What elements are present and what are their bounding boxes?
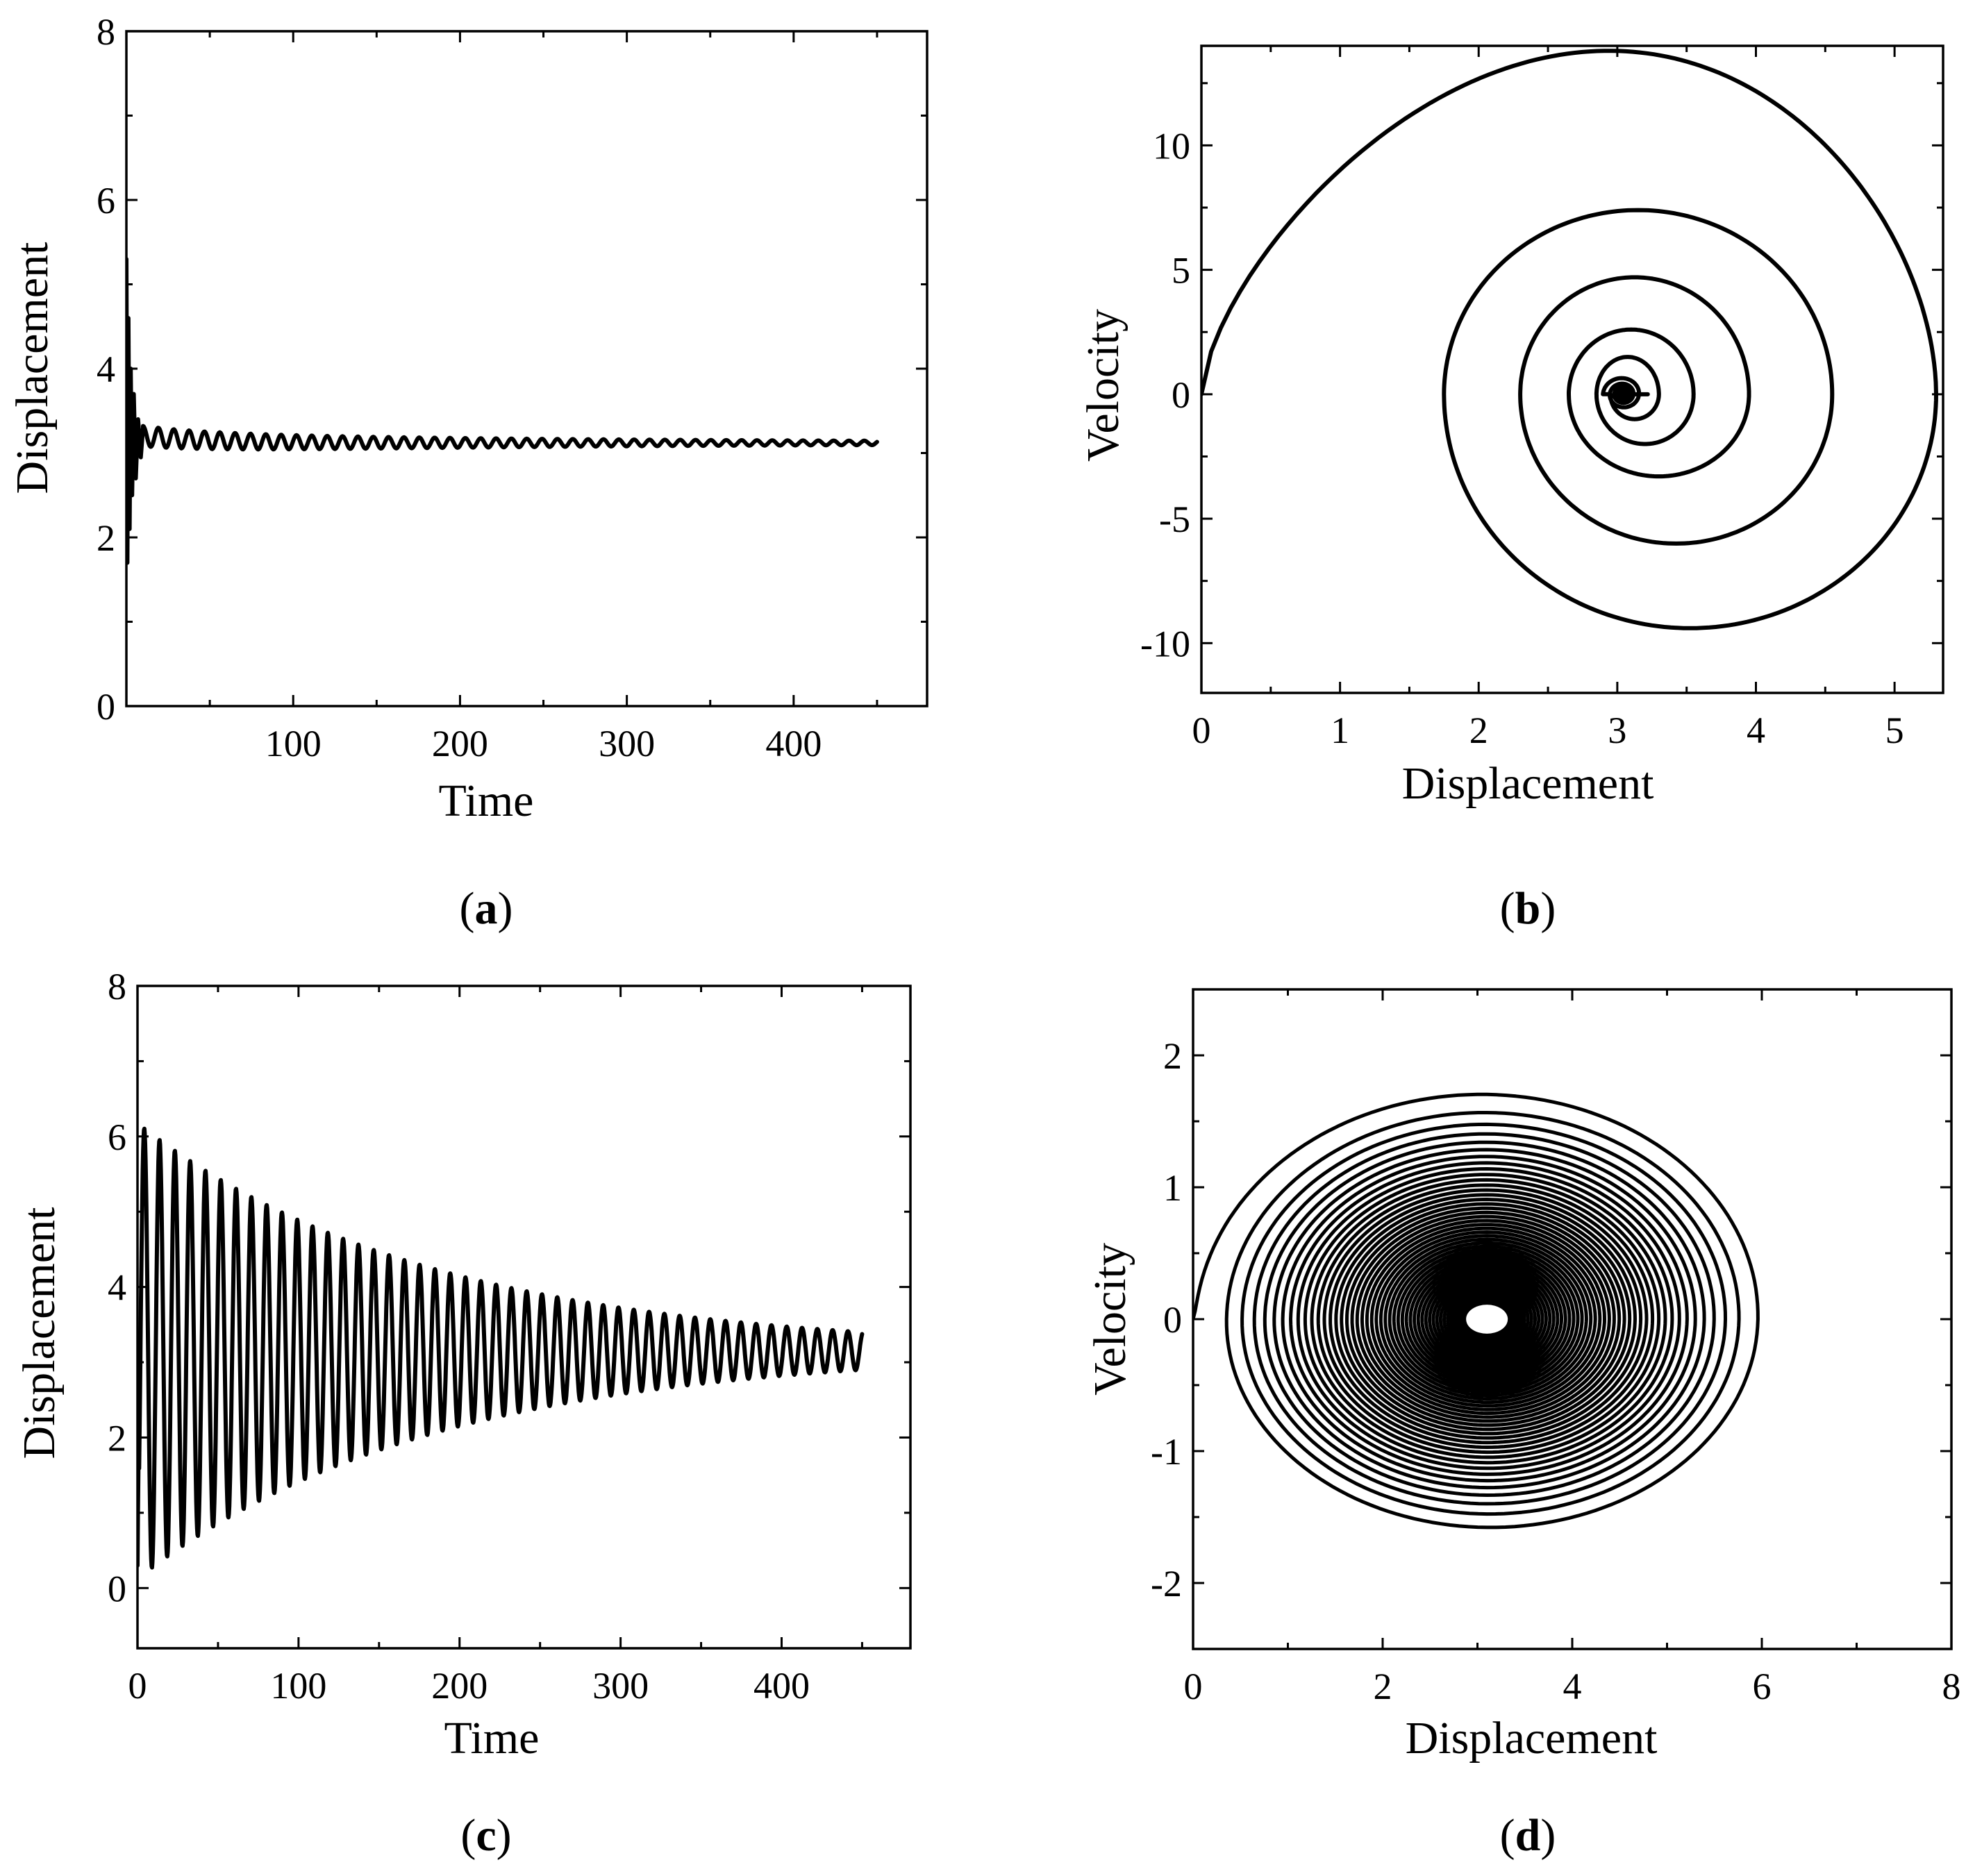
- panel-d-ylabel: Velocity: [1085, 1243, 1135, 1396]
- x-tick-label: 0: [1184, 1666, 1203, 1707]
- panel-b-xlabel: Displacement: [1402, 758, 1654, 809]
- panel-b: (b) Displacement Velocity 0 1 2 3 4 5 -10 -5 0 5 1…: [1078, 44, 1944, 934]
- y-tick-label: 5: [1172, 250, 1190, 292]
- panel-b-label: (b): [1500, 883, 1556, 934]
- y-tick-label: 8: [97, 11, 115, 53]
- y-tick-label: 2: [97, 517, 115, 559]
- y-tick-label: -10: [1140, 623, 1190, 664]
- y-tick-label: -2: [1151, 1563, 1182, 1605]
- series-line: [126, 257, 879, 565]
- panel-a-label: (a): [460, 883, 513, 934]
- y-tick-label: 6: [108, 1116, 126, 1158]
- panel-c-xlabel: Time: [444, 1713, 540, 1764]
- panel-b-ylabel: Velocity: [1078, 309, 1128, 462]
- panel-d-xlabel: Displacement: [1406, 1713, 1658, 1764]
- x-tick-label: 2: [1374, 1666, 1392, 1707]
- y-tick-label: 8: [108, 966, 126, 1007]
- x-tick-label: 5: [1885, 710, 1904, 751]
- y-tick-label: 2: [108, 1417, 126, 1459]
- x-tick-label: 0: [1192, 710, 1211, 751]
- series-line: [1193, 1092, 1760, 1530]
- plot-frame: [125, 30, 928, 707]
- x-tick-label: 100: [265, 723, 322, 764]
- y-tick-label: 0: [97, 686, 115, 728]
- panel-d: (d) Displacement Velocity 0 2 4 6 8 -2 -1 0 1 2: [1085, 988, 1961, 1861]
- y-tick-label: 2: [1163, 1035, 1182, 1077]
- y-tick-label: 10: [1153, 125, 1190, 167]
- x-tick-label: 4: [1563, 1666, 1582, 1707]
- panel-c: (c) Time Displacement 0 100 200 300 400 0 2 4 6 8: [14, 966, 912, 1861]
- panel-d-label: (d): [1500, 1810, 1556, 1861]
- panel-a-xlabel: Time: [439, 776, 534, 826]
- x-tick-label: 8: [1942, 1666, 1961, 1707]
- x-tick-label: 400: [753, 1665, 810, 1707]
- equilibrium-hole: [1466, 1305, 1508, 1334]
- panel-a: (a) Time Displacement 100 200 300 400 0 2 4 6 8: [7, 11, 928, 934]
- series-line: [138, 1126, 865, 1570]
- x-tick-label: 3: [1608, 710, 1626, 751]
- plot-frame: [136, 985, 912, 1650]
- y-tick-label: -1: [1151, 1431, 1182, 1473]
- x-tick-label: 2: [1469, 710, 1488, 751]
- series-line: [1201, 49, 1938, 630]
- x-tick-label: 300: [599, 723, 655, 764]
- y-tick-label: -5: [1159, 499, 1190, 540]
- y-tick-label: 0: [1172, 374, 1190, 416]
- x-tick-label: 300: [592, 1665, 649, 1707]
- panel-a-ylabel: Displacement: [7, 242, 58, 494]
- x-tick-label: 0: [128, 1665, 147, 1707]
- y-tick-label: 6: [97, 180, 115, 221]
- plot-frame: [1200, 44, 1944, 694]
- y-tick-label: 4: [97, 349, 115, 390]
- x-tick-label: 100: [270, 1665, 326, 1707]
- x-tick-label: 400: [765, 723, 822, 764]
- x-tick-label: 4: [1747, 710, 1765, 751]
- y-tick-label: 4: [108, 1267, 126, 1309]
- panel-c-label: (c): [460, 1810, 511, 1861]
- y-tick-label: 1: [1163, 1167, 1182, 1209]
- panel-c-ylabel: Displacement: [14, 1207, 65, 1459]
- x-tick-label: 1: [1331, 710, 1349, 751]
- x-tick-label: 200: [432, 723, 488, 764]
- y-tick-label: 0: [108, 1568, 126, 1609]
- x-tick-label: 6: [1753, 1666, 1772, 1707]
- x-tick-label: 200: [431, 1665, 488, 1707]
- y-tick-label: 0: [1163, 1299, 1182, 1341]
